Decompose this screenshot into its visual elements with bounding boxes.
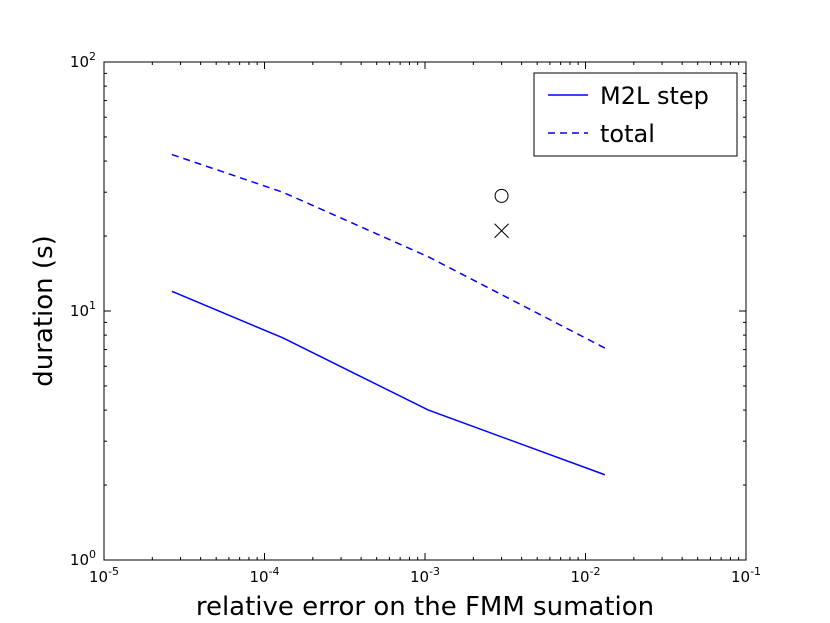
legend-box	[533, 72, 738, 157]
marker-circle	[494, 188, 509, 203]
axis-ticks: 10-5 10-4 10-3 10-2 10-1 100 101 102	[70, 50, 761, 586]
y-tick-label: 101	[70, 299, 96, 320]
x-axis-title: relative error on the FMM sumation	[196, 592, 654, 622]
y-axis-title: duration (s)	[29, 235, 59, 387]
x-tick-label: 10-2	[570, 565, 600, 586]
legend-label-m2l-step: M2L step	[600, 82, 709, 110]
plot-area	[171, 153, 606, 476]
x-tick-label: 10-5	[89, 565, 119, 586]
series-line-m2l-step	[171, 290, 606, 476]
y-tick-label: 100	[70, 548, 96, 569]
x-tick-label: 10-1	[731, 565, 761, 586]
marker-x	[494, 223, 509, 239]
legend: M2L step total	[533, 72, 738, 157]
plot-frame	[103, 61, 747, 561]
x-tick-label: 10-4	[249, 565, 279, 586]
y-tick-label: 102	[70, 50, 96, 71]
x-tick-label: 10-3	[410, 565, 440, 586]
legend-label-total: total	[600, 120, 655, 148]
series-line-total	[171, 153, 606, 349]
